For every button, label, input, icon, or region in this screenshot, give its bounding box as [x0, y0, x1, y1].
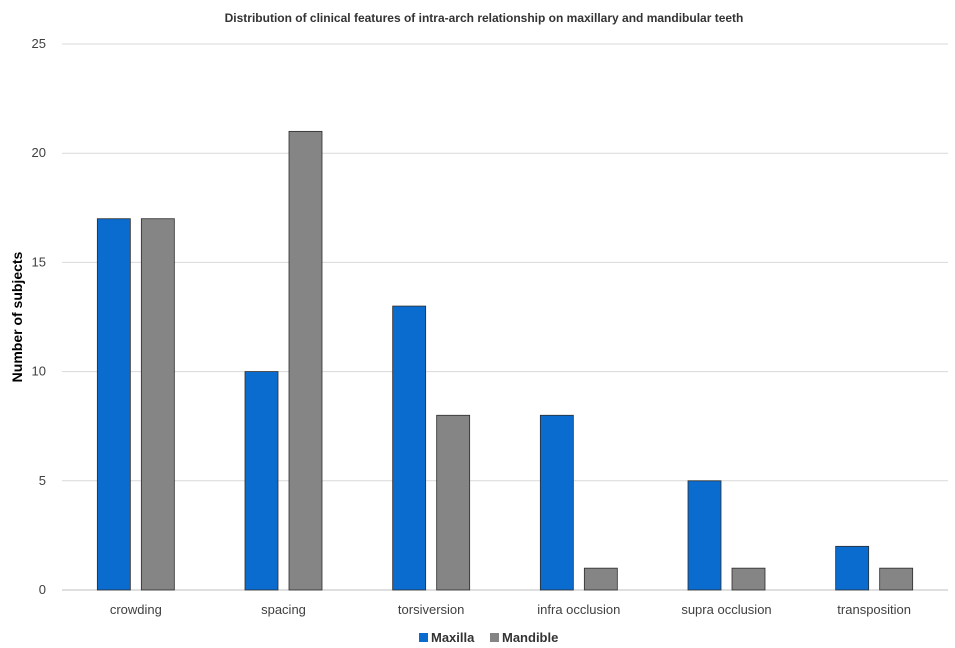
chart-title: Distribution of clinical features of int… [225, 11, 744, 25]
x-tick-label: infra occlusion [537, 602, 620, 617]
y-tick-label: 15 [32, 254, 46, 269]
legend: Maxilla Mandible [419, 630, 558, 645]
y-axis-label: Number of subjects [9, 251, 25, 382]
x-axis-ticks: crowding spacing torsiversion infra occlusi… [110, 602, 911, 617]
bars [97, 131, 912, 590]
x-tick-label: transposition [837, 602, 911, 617]
y-tick-label: 5 [39, 473, 46, 488]
bar-maxilla-crowding [97, 219, 130, 590]
bar-mandible-supra-occlusion [732, 568, 765, 590]
bar-maxilla-spacing [245, 372, 278, 590]
bar-maxilla-infra-occlusion [540, 415, 573, 590]
y-tick-label: 25 [32, 36, 46, 51]
bar-mandible-torsiversion [437, 415, 470, 590]
legend-label-maxilla: Maxilla [431, 630, 475, 645]
x-tick-label: supra occlusion [681, 602, 771, 617]
legend-swatch-maxilla [419, 633, 428, 642]
bar-mandible-spacing [289, 131, 322, 590]
y-tick-label: 0 [39, 582, 46, 597]
bar-mandible-transposition [880, 568, 913, 590]
bar-maxilla-supra-occlusion [688, 481, 721, 590]
y-axis-ticks: 0 5 10 15 20 25 [32, 36, 46, 597]
legend-swatch-mandible [490, 633, 499, 642]
x-tick-label: spacing [261, 602, 306, 617]
x-tick-label: torsiversion [398, 602, 464, 617]
bar-mandible-crowding [141, 219, 174, 590]
gridlines [62, 44, 948, 590]
bar-maxilla-transposition [836, 546, 869, 590]
bar-maxilla-torsiversion [393, 306, 426, 590]
y-tick-label: 10 [32, 364, 46, 379]
bar-mandible-infra-occlusion [584, 568, 617, 590]
x-tick-label: crowding [110, 602, 162, 617]
y-tick-label: 20 [32, 145, 46, 160]
legend-label-mandible: Mandible [502, 630, 558, 645]
